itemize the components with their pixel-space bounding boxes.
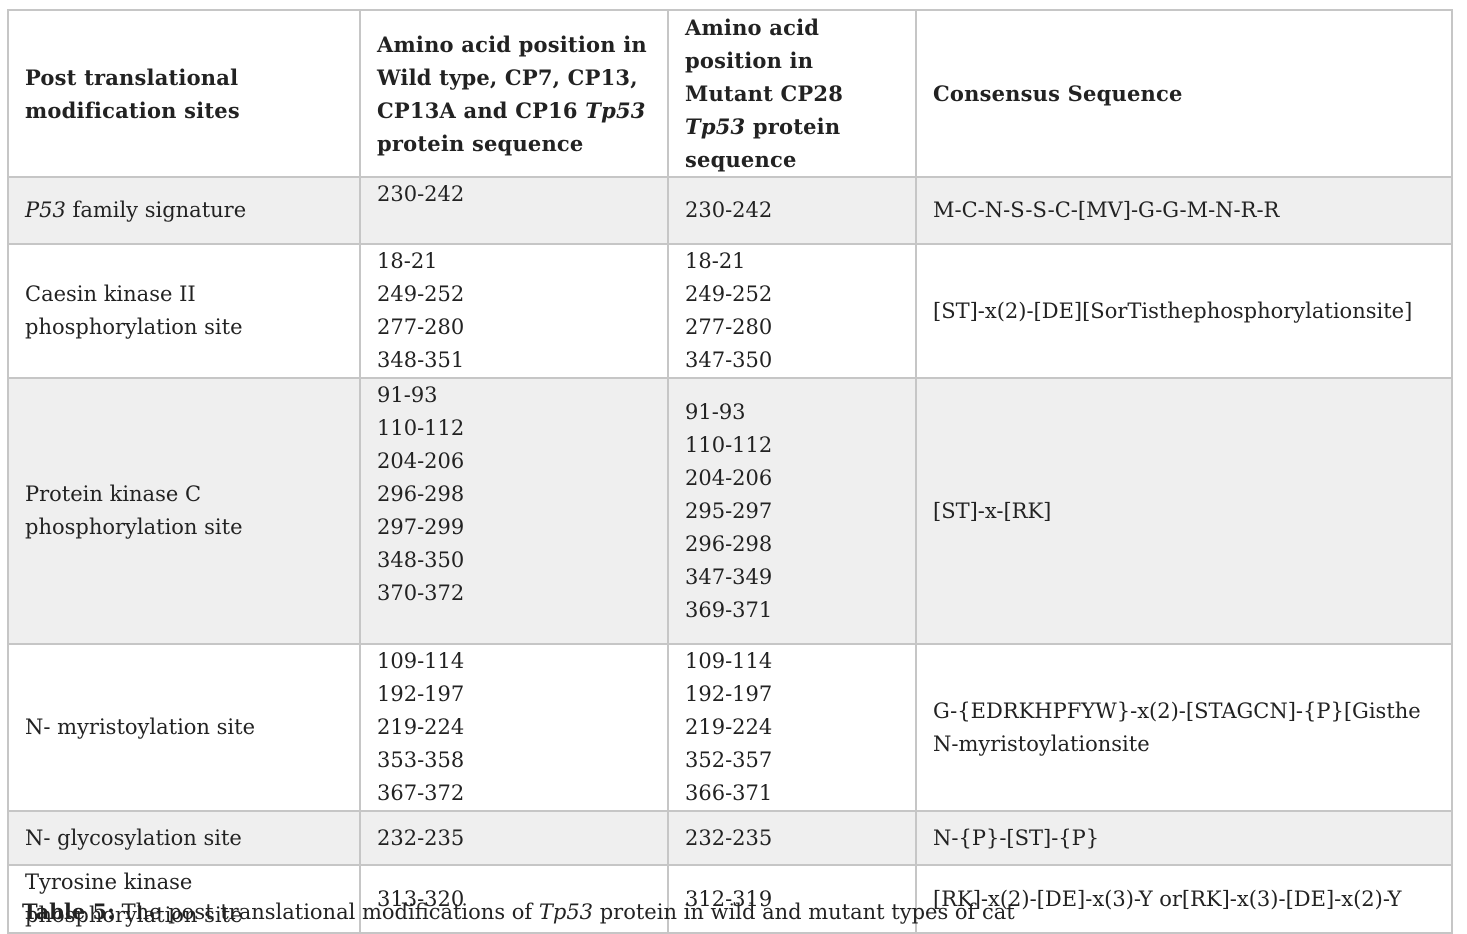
mutant-positions: 109-114 192-197 219-224 352-357 366-371 [667, 643, 917, 812]
table-row: Protein kinase C phosphorylation site 91… [7, 377, 1453, 645]
mutant-positions: 18-21 249-252 277-280 347-350 [667, 243, 917, 379]
ptm-table: Post translational modification sites Am… [7, 9, 1453, 934]
table-row: N- myristoylation site 109-114 192-197 2… [7, 643, 1453, 812]
site-cell: N- myristoylation site [7, 643, 361, 812]
header-site: Post translational modification sites [7, 9, 361, 178]
consensus-cell: [RK]-x(2)-[DE]-x(3)-Y or[RK]-x(3)-[DE]-x… [915, 864, 1453, 934]
table-row: Caesin kinase II phosphorylation site 18… [7, 243, 1453, 379]
wild-positions: 18-21 249-252 277-280 348-351 [359, 243, 669, 379]
table-row: P53 family signature 230-242 230-242 M-C… [7, 176, 1453, 245]
wild-positions: 109-114 192-197 219-224 353-358 367-372 [359, 643, 669, 812]
consensus-cell: [ST]-x-[RK] [915, 377, 1453, 645]
header-mutant: Amino acid position in Mutant CP28 Tp53 … [667, 9, 917, 178]
table-header-row: Post translational modification sites Am… [7, 9, 1453, 178]
mutant-positions: 232-235 [667, 810, 917, 866]
table-row: N- glycosylation site 232-235 232-235 N-… [7, 810, 1453, 866]
mutant-positions: 312-319 [667, 864, 917, 934]
consensus-cell: G-{EDRKHPFYW}-x(2)-[STAGCN]-{P}[GistheN-… [915, 643, 1453, 812]
consensus-cell: [ST]-x(2)-[DE][SorTisthephosphorylations… [915, 243, 1453, 379]
site-cell: Protein kinase C phosphorylation site [7, 377, 361, 645]
header-wild-type: Amino acid position in Wild type, CP7, C… [359, 9, 669, 178]
wild-positions: 91-93 110-112 204-206 296-298 297-299 34… [359, 377, 669, 645]
table-caption: Table 5: The post translational modifica… [22, 899, 1015, 924]
site-cell: N- glycosylation site [7, 810, 361, 866]
caption-label: Table 5: [22, 899, 115, 924]
site-cell: Tyrosine kinase phosphorylation site [7, 864, 361, 934]
mutant-positions: 230-242 [667, 176, 917, 245]
site-cell: Caesin kinase II phosphorylation site [7, 243, 361, 379]
consensus-cell: M-C-N-S-S-C-[MV]-G-G-M-N-R-R [915, 176, 1453, 245]
consensus-cell: N-{P}-[ST]-{P} [915, 810, 1453, 866]
site-cell: P53 family signature [7, 176, 361, 245]
wild-positions: 232-235 [359, 810, 669, 866]
wild-positions: 230-242 [359, 176, 669, 245]
header-consensus: Consensus Sequence [915, 9, 1453, 178]
mutant-positions: 91-93 110-112 204-206 295-297 296-298 34… [667, 377, 917, 645]
